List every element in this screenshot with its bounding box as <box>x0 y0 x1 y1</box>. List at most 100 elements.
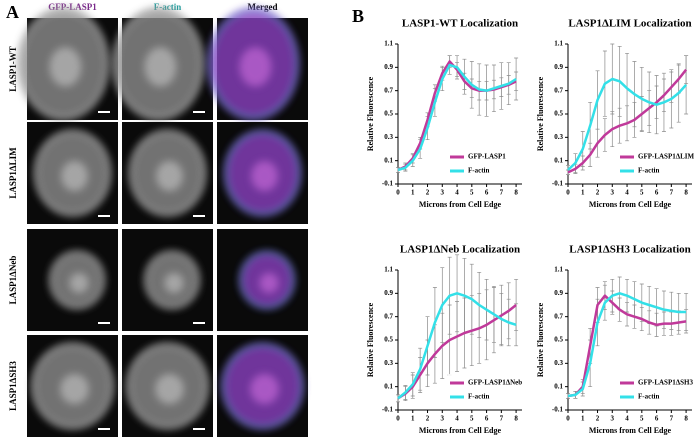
x-tick-label: 5 <box>470 189 474 197</box>
y-tick-label: -0.1 <box>552 406 564 414</box>
cell-edge <box>145 251 199 309</box>
row-label: LASP1ΔLIM <box>8 147 18 199</box>
row-label: LASP1ΔSH3 <box>8 361 18 411</box>
x-axis-label: Microns from Cell Edge <box>589 200 672 209</box>
x-tick-label: 0 <box>566 189 570 197</box>
x-tick-label: 2 <box>596 189 600 197</box>
series-line <box>567 68 688 174</box>
row-label: LASP1ΔNeb <box>8 256 18 305</box>
y-tick-label: 0.1 <box>554 382 563 390</box>
x-tick-label: 0 <box>566 415 570 423</box>
column-header: F-actin <box>154 2 182 12</box>
y-tick-label: 1.1 <box>554 266 563 274</box>
x-tick-label: 1 <box>411 189 415 197</box>
x-tick-label: 8 <box>684 189 688 197</box>
chart-title: LASP1ΔSH3 Localization <box>569 244 691 256</box>
legend-box <box>618 148 690 180</box>
legend-label: GFP-LASP1ΔSH3 <box>638 379 693 387</box>
legend-label: GFP-LASP1ΔLIM <box>638 153 695 161</box>
y-tick-label: 0.3 <box>384 133 393 141</box>
y-tick-label: 0.3 <box>554 133 563 141</box>
legend-box <box>618 374 690 406</box>
x-tick-label: 0 <box>396 415 400 423</box>
y-tick-label: 1.1 <box>384 40 393 48</box>
y-tick-label: 0.7 <box>554 86 563 94</box>
y-tick-label: 0.9 <box>384 289 393 297</box>
micrograph-grid: GFP-LASP1 F-actin Merged LASP1-WT LASP1ΔLIM L… <box>8 2 308 437</box>
x-tick-label: 5 <box>640 415 644 423</box>
x-axis-label: Microns from Cell Edge <box>419 426 502 435</box>
x-axis-label: Microns from Cell Edge <box>419 200 502 209</box>
cell-core <box>164 273 184 293</box>
cell-edge <box>114 9 203 119</box>
x-tick-label: 1 <box>581 189 585 197</box>
x-tick-label: 7 <box>500 415 504 423</box>
y-tick-label: 0.3 <box>384 359 393 367</box>
x-tick-label: 0 <box>396 189 400 197</box>
x-tick-label: 1 <box>411 415 415 423</box>
y-tick-label: 0.1 <box>384 156 393 164</box>
y-tick-label: 0.1 <box>554 156 563 164</box>
cell-core <box>250 374 279 404</box>
legend-label: F-actin <box>468 393 489 401</box>
panel-label: A <box>6 2 19 22</box>
y-tick-label: 0.7 <box>384 86 393 94</box>
x-tick-label: 6 <box>485 189 489 197</box>
chart-title: LASP1-WT Localization <box>402 18 518 30</box>
cell-core <box>69 273 89 293</box>
legend-label: F-actin <box>638 393 659 401</box>
y-tick-label: 0.1 <box>384 382 393 390</box>
series-line <box>397 63 517 172</box>
x-tick-label: 4 <box>625 415 629 423</box>
column-header: Merged <box>248 2 278 12</box>
cell-core <box>239 47 272 87</box>
cell-edge <box>240 251 294 309</box>
legend-label: GFP-LASP1ΔNeb <box>468 379 522 387</box>
cell-edge <box>19 9 108 119</box>
y-tick-label: 1.1 <box>554 40 563 48</box>
legend-label: F-actin <box>638 167 659 175</box>
x-tick-label: 4 <box>455 415 459 423</box>
x-tick-label: 7 <box>670 415 674 423</box>
column-header: GFP-LASP1 <box>48 2 97 12</box>
cell-edge <box>50 251 104 309</box>
x-tick-label: 3 <box>441 415 445 423</box>
x-tick-label: 7 <box>670 189 674 197</box>
y-tick-label: 0.7 <box>554 312 563 320</box>
cell-edge <box>35 131 110 215</box>
x-tick-label: 1 <box>581 415 585 423</box>
x-tick-label: 2 <box>426 415 430 423</box>
x-tick-label: 6 <box>655 415 659 423</box>
y-axis-label: Relative Fluorescence <box>366 302 375 377</box>
y-tick-label: 0.5 <box>384 110 393 118</box>
cell-edge <box>32 344 113 428</box>
x-tick-label: 8 <box>684 415 688 423</box>
legend-box <box>448 374 520 406</box>
y-tick-label: -0.1 <box>382 180 394 188</box>
series-line <box>397 304 517 400</box>
x-tick-label: 4 <box>455 189 459 197</box>
cell-core <box>251 161 278 191</box>
cell-edge <box>222 344 303 428</box>
cell-edge <box>127 344 208 428</box>
y-tick-label: 0.5 <box>554 110 563 118</box>
cell-core <box>155 374 184 404</box>
cell-core <box>61 161 88 191</box>
cell-core <box>144 47 177 87</box>
x-tick-label: 6 <box>655 189 659 197</box>
y-tick-label: -0.1 <box>382 406 394 414</box>
x-tick-label: 8 <box>514 415 518 423</box>
x-tick-label: 6 <box>485 415 489 423</box>
chart-title: LASP1ΔLIM Localization <box>568 18 691 30</box>
cell-edge <box>130 131 205 215</box>
y-tick-label: 0.9 <box>384 63 393 71</box>
x-axis-label: Microns from Cell Edge <box>589 426 672 435</box>
y-tick-label: 0.5 <box>384 336 393 344</box>
y-tick-label: 1.1 <box>384 266 393 274</box>
x-tick-label: 7 <box>500 189 504 197</box>
y-tick-label: -0.1 <box>552 180 564 188</box>
cell-core <box>259 273 279 293</box>
series-line <box>567 294 687 398</box>
y-tick-label: 0.3 <box>554 359 563 367</box>
y-axis-label: Relative Fluorescence <box>536 302 545 377</box>
